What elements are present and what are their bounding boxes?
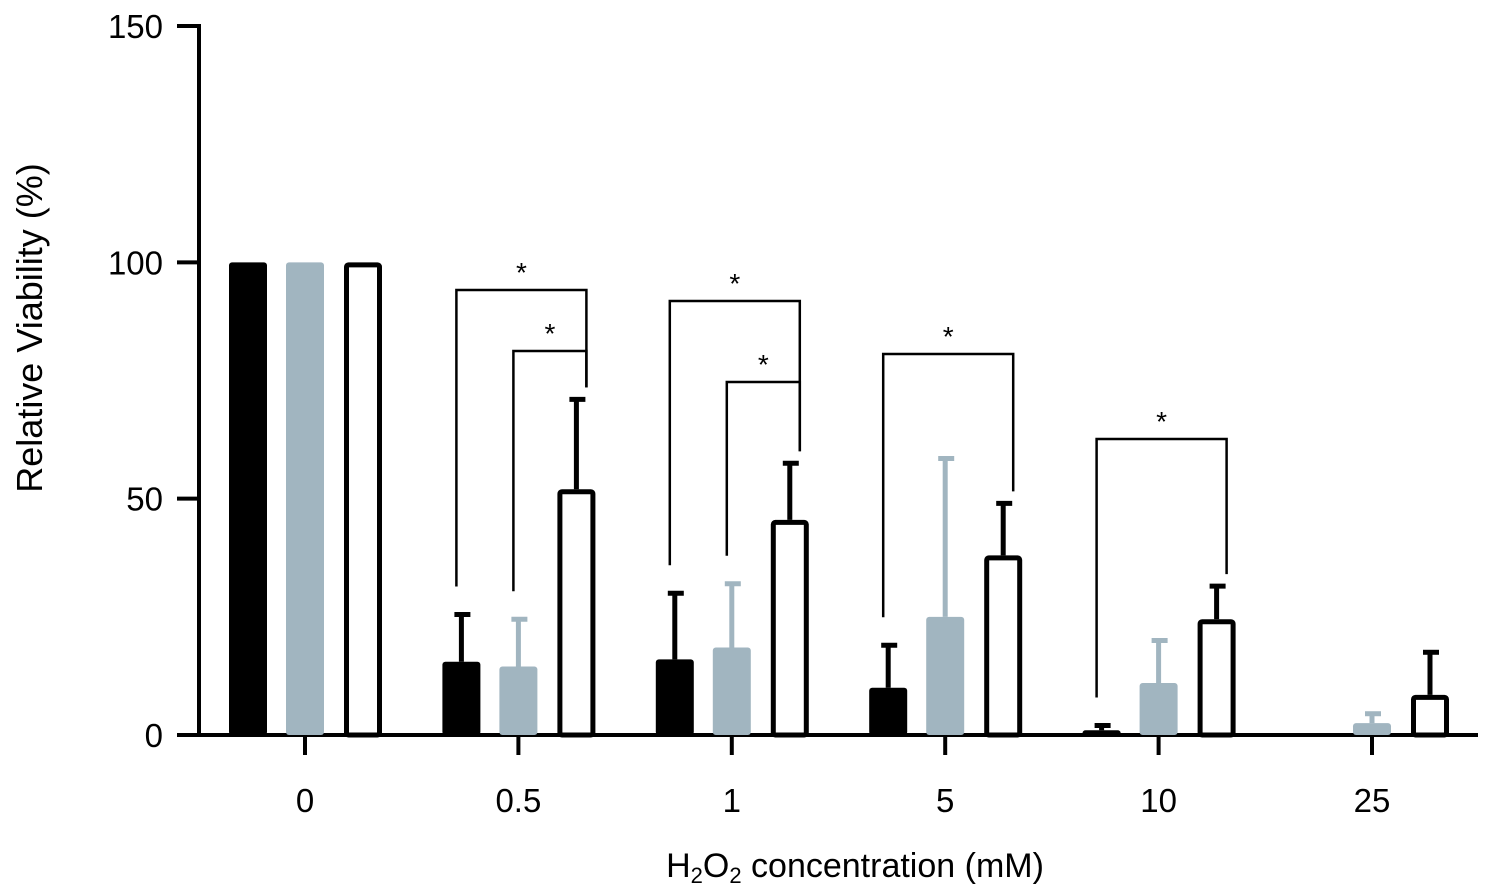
significance-star: *: [516, 257, 527, 288]
bar: [1353, 723, 1391, 735]
x-tick-label: 0.5: [495, 782, 541, 819]
bar: [926, 616, 965, 735]
bar: [712, 647, 751, 735]
bar: [1411, 694, 1449, 738]
bar: [286, 262, 324, 735]
significance-bracket: [455, 288, 588, 587]
bar: [1139, 683, 1178, 735]
x-tick-label: 25: [1354, 782, 1391, 819]
y-tick-label: 0: [145, 717, 163, 754]
bar: [984, 555, 1023, 738]
bar: [229, 262, 267, 735]
x-tick-label: 5: [936, 782, 954, 819]
significance-brackets: * * * * * *: [455, 257, 1228, 698]
significance-bracket: [1095, 437, 1228, 698]
bar: [442, 661, 481, 735]
bar: [499, 666, 538, 735]
x-tick-label: 0: [296, 782, 314, 819]
significance-bracket: [512, 349, 588, 592]
significance-star: *: [544, 318, 555, 349]
x-axis-label-prefix: H: [666, 847, 691, 885]
x-tick-label: 1: [723, 782, 741, 819]
significance-star: *: [1156, 406, 1167, 437]
bar: [344, 262, 382, 738]
bar: [655, 659, 694, 735]
significance-bracket: [668, 299, 802, 566]
x-tick-label: 10: [1140, 782, 1177, 819]
significance-bracket: [725, 380, 802, 556]
significance-star: *: [729, 268, 740, 299]
bar: [557, 489, 596, 738]
y-tick-label: 50: [126, 481, 163, 518]
significance-star: *: [943, 321, 954, 352]
y-tick-label: 100: [108, 244, 163, 281]
y-axis-label: Relative Viability (%): [9, 163, 50, 493]
bar: [1082, 730, 1121, 735]
bar: [770, 519, 809, 738]
bars-group: [229, 262, 1449, 738]
significance-bracket: [881, 352, 1015, 618]
bar: [1197, 619, 1236, 738]
y-tick-label: 150: [108, 8, 163, 45]
x-axis-label-mid: O: [702, 847, 730, 885]
bar: [869, 687, 908, 735]
significance-star: *: [758, 349, 769, 380]
x-axis-label-sub2: 2: [729, 863, 742, 888]
x-axis-label-suffix: concentration (mM): [741, 847, 1044, 885]
x-axis-label: H2O2 concentration (mM): [666, 847, 1044, 889]
axes: 0 50 100 150 0 0.5 1 5 10 25: [108, 8, 1478, 819]
x-axis-label-sub1: 2: [690, 863, 703, 888]
